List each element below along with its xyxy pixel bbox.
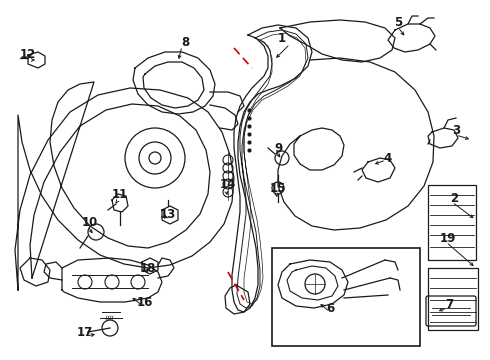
Text: 9: 9 [274, 141, 282, 154]
Text: 18: 18 [140, 261, 156, 274]
Text: 16: 16 [137, 296, 153, 309]
Text: 15: 15 [270, 181, 286, 194]
Text: 12: 12 [20, 49, 36, 62]
Text: 11: 11 [112, 189, 128, 202]
Text: 19: 19 [440, 231, 456, 244]
Bar [272, 248, 420, 346]
Text: 14: 14 [220, 179, 236, 192]
Text: 17: 17 [77, 325, 93, 338]
Text: 13: 13 [160, 208, 176, 221]
Text: 5: 5 [394, 15, 402, 28]
Text: 4: 4 [384, 152, 392, 165]
Text: 10: 10 [82, 216, 98, 229]
Text: 7: 7 [445, 298, 453, 311]
Bar [428, 268, 478, 330]
Text: 1: 1 [278, 31, 286, 45]
Text: 2: 2 [450, 192, 458, 204]
Text: 8: 8 [181, 36, 189, 49]
Text: 3: 3 [452, 123, 460, 136]
Bar [428, 185, 476, 260]
Text: 6: 6 [326, 302, 334, 315]
